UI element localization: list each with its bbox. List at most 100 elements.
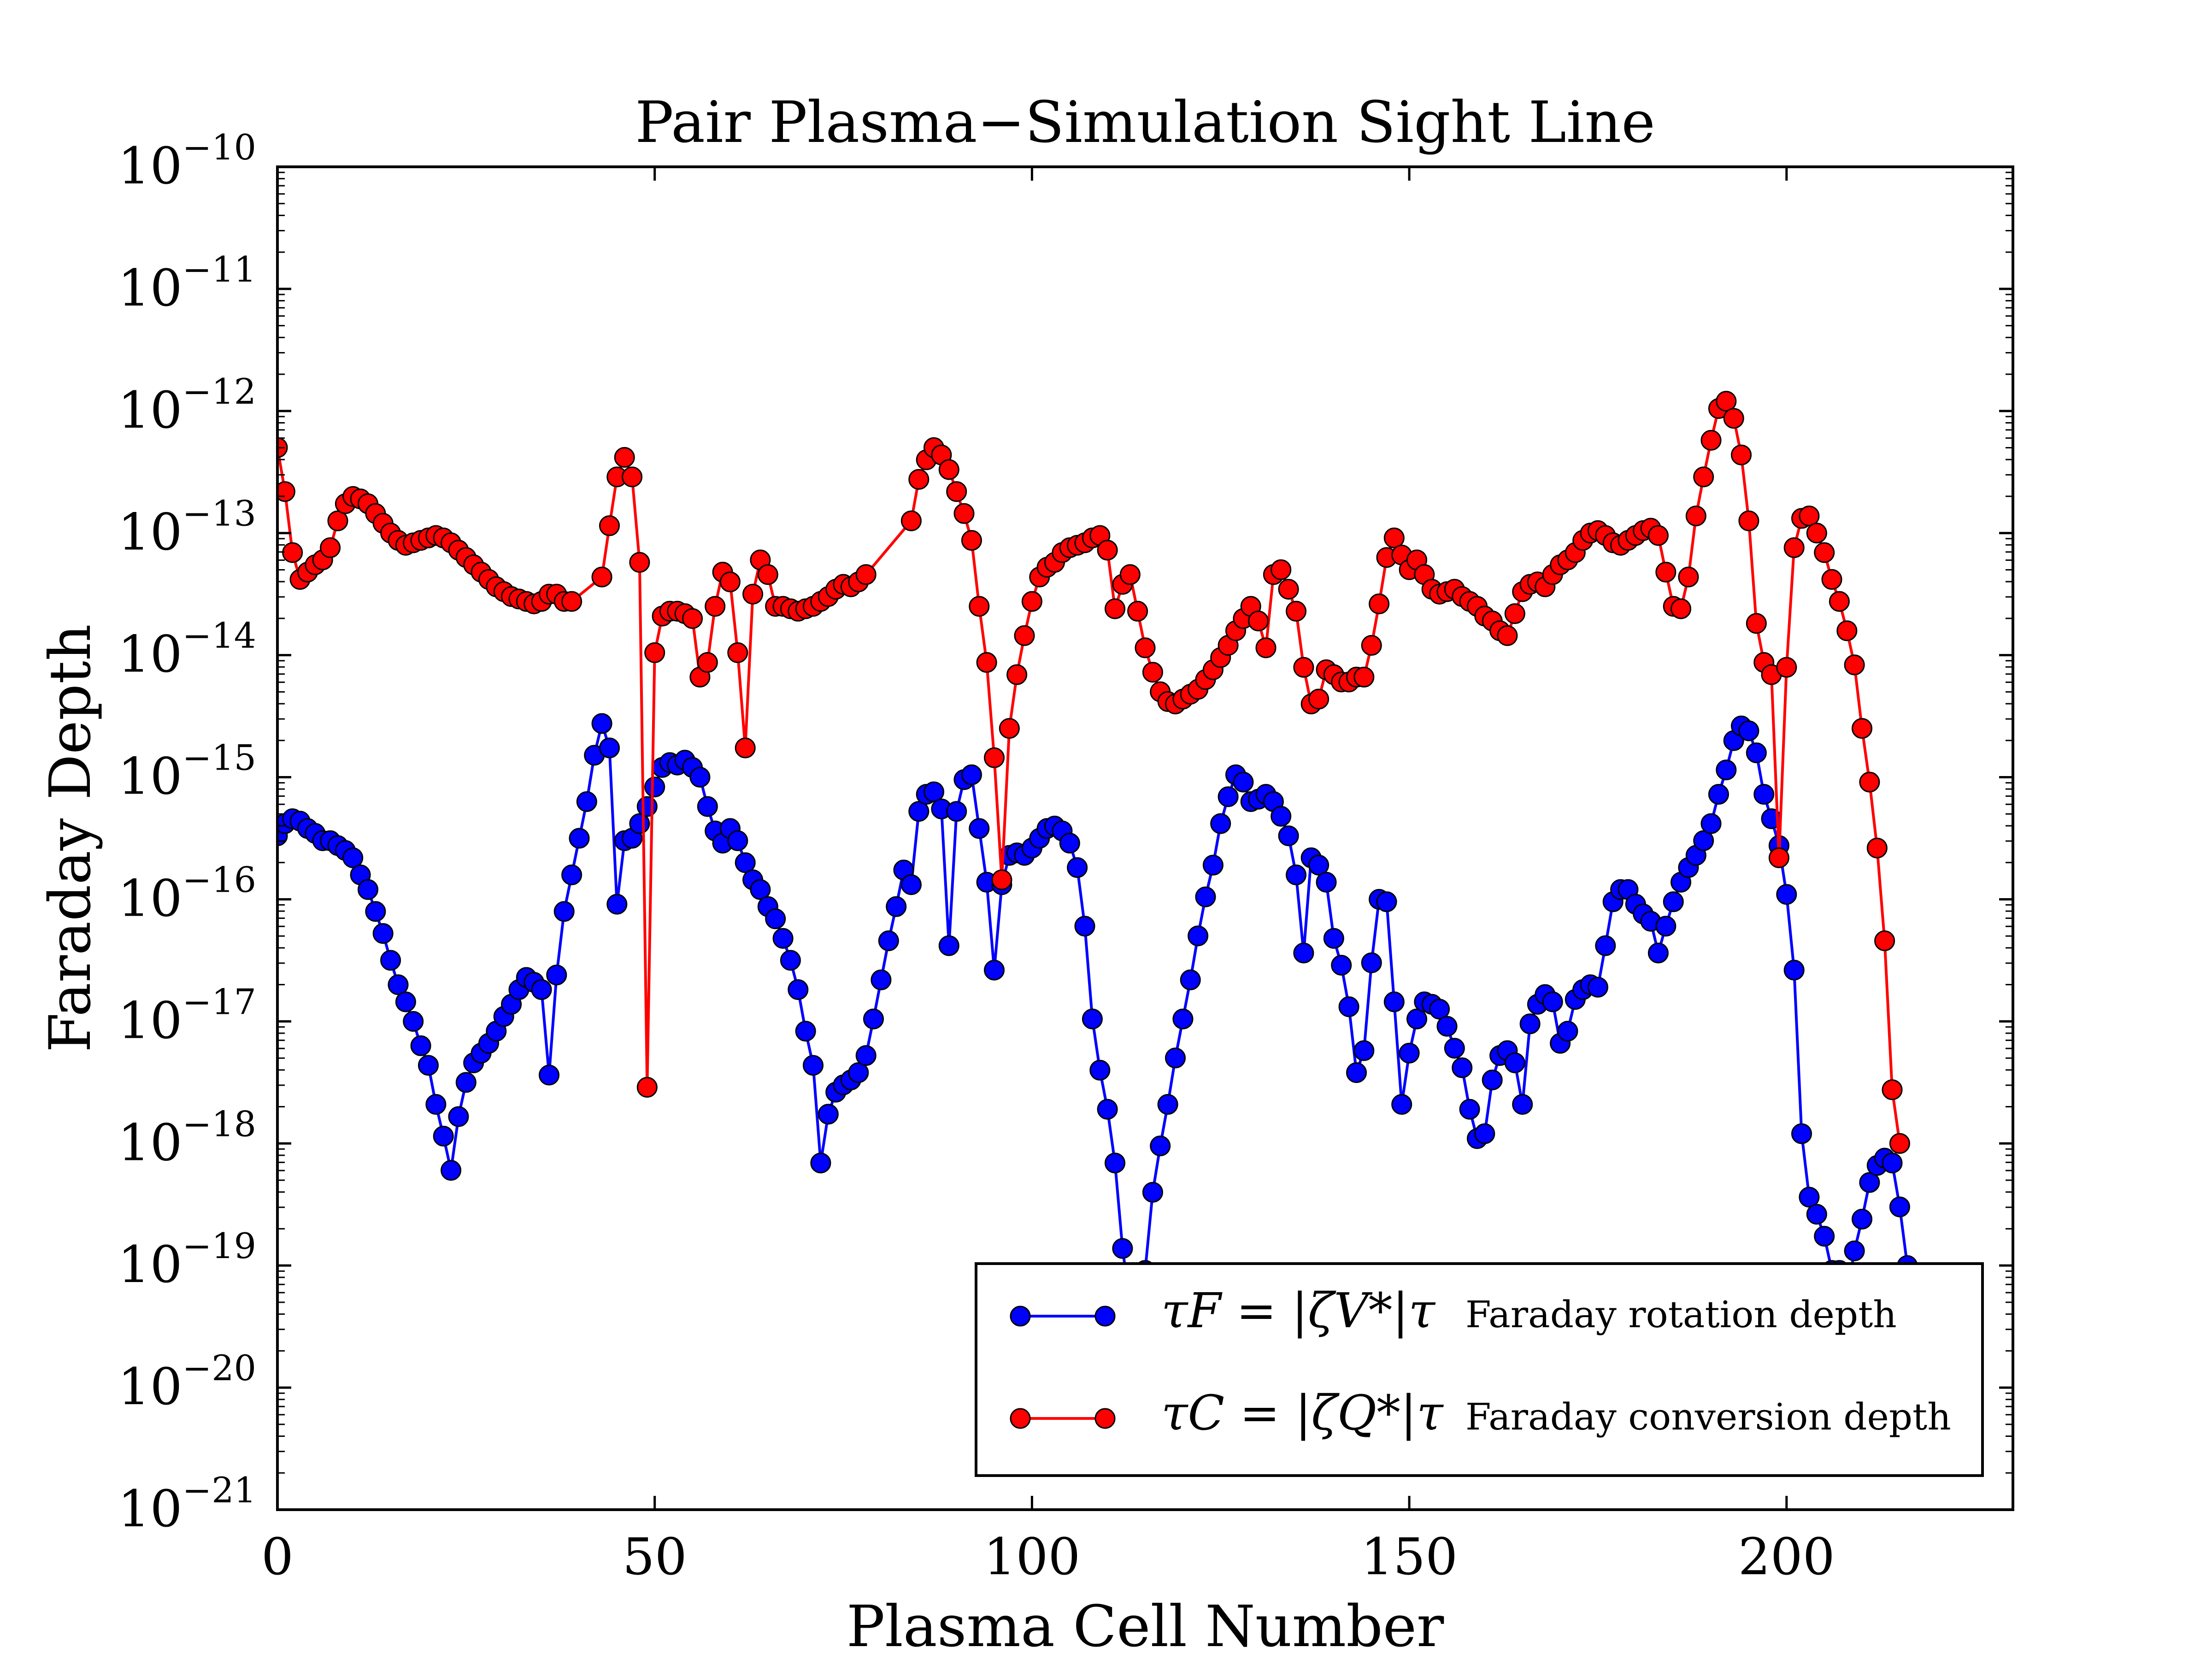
data-point-tau_F bbox=[395, 991, 416, 1012]
data-point-tau_F bbox=[1097, 1099, 1118, 1120]
data-point-tau_C bbox=[1852, 718, 1872, 739]
data-point-tau_F bbox=[1172, 1008, 1194, 1030]
data-point-tau_F bbox=[1716, 759, 1737, 781]
data-point-tau_C bbox=[1308, 688, 1330, 710]
y-axis-label: Faraday Depth bbox=[37, 624, 104, 1052]
data-point-tau_C bbox=[855, 564, 877, 585]
data-point-tau_F bbox=[803, 1055, 824, 1076]
data-point-tau_F bbox=[1074, 916, 1095, 937]
data-point-tau_F bbox=[1482, 1070, 1503, 1090]
data-point-tau_F bbox=[689, 767, 711, 788]
data-point-tau_C bbox=[599, 515, 620, 536]
y-tick-label: 10−13 bbox=[118, 493, 256, 562]
chart-title: Pair Plasma−Simulation Sight Line bbox=[635, 89, 1655, 156]
data-point-tau_C bbox=[327, 510, 348, 531]
data-point-tau_C bbox=[1693, 466, 1714, 488]
data-point-tau_C bbox=[735, 737, 756, 759]
data-point-tau_C bbox=[938, 459, 959, 480]
data-point-tau_F bbox=[900, 874, 922, 895]
data-point-tau_C bbox=[1647, 525, 1669, 546]
data-point-tau_F bbox=[425, 1094, 447, 1115]
data-point-tau_F bbox=[1331, 955, 1352, 976]
data-point-tau_F bbox=[1376, 891, 1397, 912]
y-axis: 10−21 10−20 10−19 10−18 10−17 10−16 10−15 10−14… bbox=[118, 127, 2013, 1538]
data-point-tau_C bbox=[991, 869, 1012, 890]
legend-marker-tau-f-right bbox=[1094, 1306, 1116, 1327]
data-point-tau_F bbox=[418, 1055, 439, 1076]
data-point-tau_F bbox=[765, 908, 786, 930]
x-tick-label: 0 bbox=[261, 1527, 294, 1586]
data-point-tau_C bbox=[1685, 506, 1706, 527]
legend-math-tau-f: τF = |ζV*|τ bbox=[1161, 1282, 1436, 1339]
data-point-tau_F bbox=[1082, 1008, 1103, 1030]
data-point-tau_C bbox=[614, 447, 635, 468]
data-point-tau_F bbox=[546, 965, 567, 986]
data-point-tau_F bbox=[1504, 1052, 1525, 1073]
data-point-tau_F bbox=[1647, 942, 1669, 964]
data-point-tau_F bbox=[1142, 1182, 1163, 1203]
data-point-tau_F bbox=[388, 974, 409, 995]
data-point-tau_F bbox=[1210, 813, 1231, 834]
data-point-tau_C bbox=[1248, 611, 1269, 631]
data-point-tau_F bbox=[871, 969, 892, 990]
data-point-tau_F bbox=[1293, 942, 1314, 964]
data-point-tau_C bbox=[1255, 637, 1277, 659]
data-point-tau_F bbox=[455, 1072, 477, 1093]
data-point-tau_F bbox=[539, 1065, 559, 1086]
data-point-tau_C bbox=[1859, 771, 1880, 793]
legend-box bbox=[975, 1262, 1984, 1477]
y-tick-label: 10−11 bbox=[118, 249, 256, 318]
data-point-tau_F bbox=[735, 852, 756, 873]
data-point-tau_F bbox=[1165, 1047, 1186, 1069]
data-point-tau_C bbox=[1119, 564, 1141, 585]
data-point-tau_F bbox=[855, 1045, 877, 1066]
data-point-tau_F bbox=[795, 1021, 816, 1042]
y-tick-label: 10−16 bbox=[118, 859, 256, 928]
data-point-tau_F bbox=[1059, 833, 1080, 854]
data-point-tau_F bbox=[1346, 1062, 1367, 1083]
data-point-tau_C bbox=[1293, 657, 1314, 678]
data-point-tau_F bbox=[1308, 854, 1330, 876]
data-point-tau_F bbox=[1338, 996, 1359, 1018]
data-point-tau_C bbox=[1806, 523, 1827, 544]
data-point-tau_F bbox=[1459, 1099, 1480, 1120]
data-point-tau_C bbox=[1874, 930, 1895, 951]
data-point-tau_C bbox=[757, 564, 778, 585]
y-tick-label: 10−20 bbox=[118, 1347, 256, 1416]
x-tick-label: 150 bbox=[1361, 1527, 1458, 1586]
data-point-tau_C bbox=[1383, 527, 1405, 548]
data-point-tau_F bbox=[1278, 825, 1299, 847]
data-point-tau_F bbox=[1105, 1153, 1125, 1174]
data-point-tau_F bbox=[403, 1011, 424, 1032]
data-point-tau_C bbox=[908, 469, 930, 490]
data-point-tau_F bbox=[1700, 813, 1722, 834]
data-point-tau_F bbox=[1799, 1187, 1820, 1208]
data-point-tau_C bbox=[1746, 613, 1767, 634]
data-point-tau_F bbox=[553, 901, 575, 922]
data-point-tau_F bbox=[697, 796, 718, 817]
x-tick-label: 100 bbox=[983, 1527, 1080, 1586]
data-point-tau_C bbox=[705, 596, 726, 617]
data-point-tau_F bbox=[1746, 742, 1767, 764]
data-point-tau_C bbox=[961, 530, 982, 551]
data-point-tau_F bbox=[1218, 786, 1239, 807]
data-point-tau_C bbox=[591, 566, 612, 588]
data-point-tau_C bbox=[1278, 579, 1299, 600]
data-point-tau_F bbox=[358, 879, 378, 900]
data-point-tau_C bbox=[1361, 635, 1382, 656]
data-point-tau_F bbox=[606, 894, 628, 915]
data-point-tau_C bbox=[1353, 666, 1375, 688]
data-point-tau_C bbox=[1776, 657, 1797, 678]
legend: τF = |ζV*|τ Faraday rotation depth τC = … bbox=[975, 1262, 1984, 1477]
data-point-tau_C bbox=[1504, 603, 1525, 624]
data-point-tau_C bbox=[1369, 593, 1390, 614]
data-point-tau_F bbox=[1180, 969, 1201, 990]
data-point-tau_C bbox=[1021, 591, 1042, 612]
data-point-tau_C bbox=[1271, 559, 1292, 580]
data-point-tau_F bbox=[938, 935, 959, 956]
data-point-tau_F bbox=[848, 1062, 869, 1083]
data-point-tau_F bbox=[1474, 1123, 1495, 1144]
data-point-tau_C bbox=[1866, 837, 1888, 859]
data-point-tau_F bbox=[1233, 771, 1254, 793]
